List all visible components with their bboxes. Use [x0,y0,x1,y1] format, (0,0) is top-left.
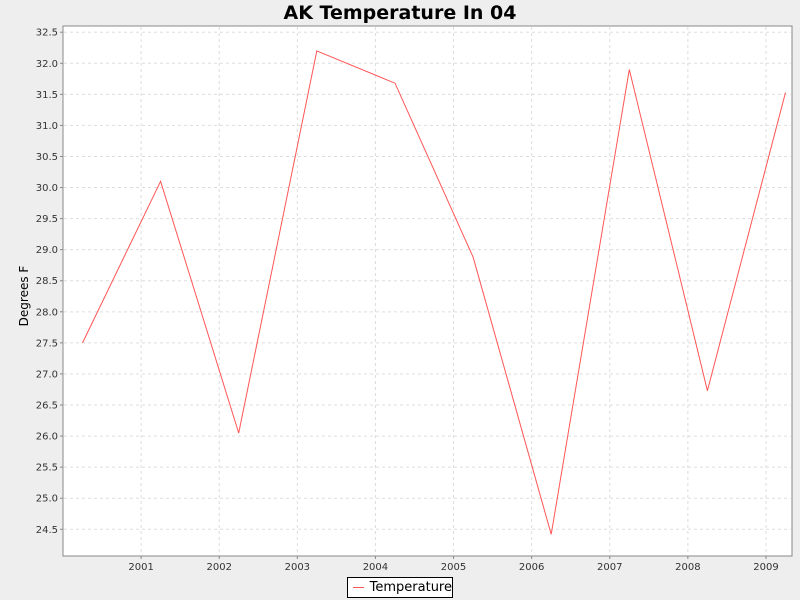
data-point [471,255,475,259]
y-tick-label: 29.0 [36,245,58,256]
y-tick-label: 28.0 [36,307,58,318]
x-tick-label: 2003 [285,562,310,573]
data-point [393,81,397,85]
x-tick-label: 2002 [206,562,231,573]
axes: 24.5 25.0 25.5 26.0 26.5 27.0 27.5 28.0 28.5 29.0… [36,28,779,573]
data-point [627,68,631,72]
x-tick-label: 2005 [441,562,466,573]
plot-area [62,25,793,557]
y-tick-label: 29.5 [36,214,58,225]
series-layer [81,49,788,536]
grid [64,27,791,555]
data-point [705,389,709,393]
chart-title: AK Temperature In 04 [283,2,517,24]
series-line-temperature [82,50,786,535]
legend-swatch [353,587,364,588]
y-tick-label: 31.0 [36,121,58,132]
legend: Temperature [347,577,453,598]
legend-label-temperature: Temperature [369,580,452,595]
x-tick-label: 2006 [519,562,544,573]
x-tick-label: 2001 [128,562,153,573]
data-point [315,49,319,53]
y-tick-label: 30.0 [36,183,58,194]
y-tick-label: 24.5 [36,525,58,536]
y-tick-label: 27.0 [36,369,58,380]
y-tick-label: 27.5 [36,338,58,349]
y-tick-label: 26.5 [36,401,58,412]
data-point [549,532,553,536]
y-tick-label: 25.0 [36,494,58,505]
data-point [237,431,241,435]
y-tick-label: 28.5 [36,276,58,287]
y-tick-label: 26.0 [36,432,58,443]
y-tick-label: 30.5 [36,152,58,163]
y-tick-label: 32.0 [36,59,58,70]
x-tick-label: 2009 [753,562,778,573]
data-point [784,91,788,95]
data-point [159,179,163,183]
y-axis-label: Degrees F [17,266,31,327]
y-tick-label: 31.5 [36,90,58,101]
y-tick-label: 32.5 [36,28,58,39]
y-tick-label: 25.5 [36,463,58,474]
x-tick-label: 2004 [363,562,388,573]
data-point [81,341,85,345]
x-tick-label: 2007 [597,562,622,573]
x-tick-label: 2008 [675,562,700,573]
